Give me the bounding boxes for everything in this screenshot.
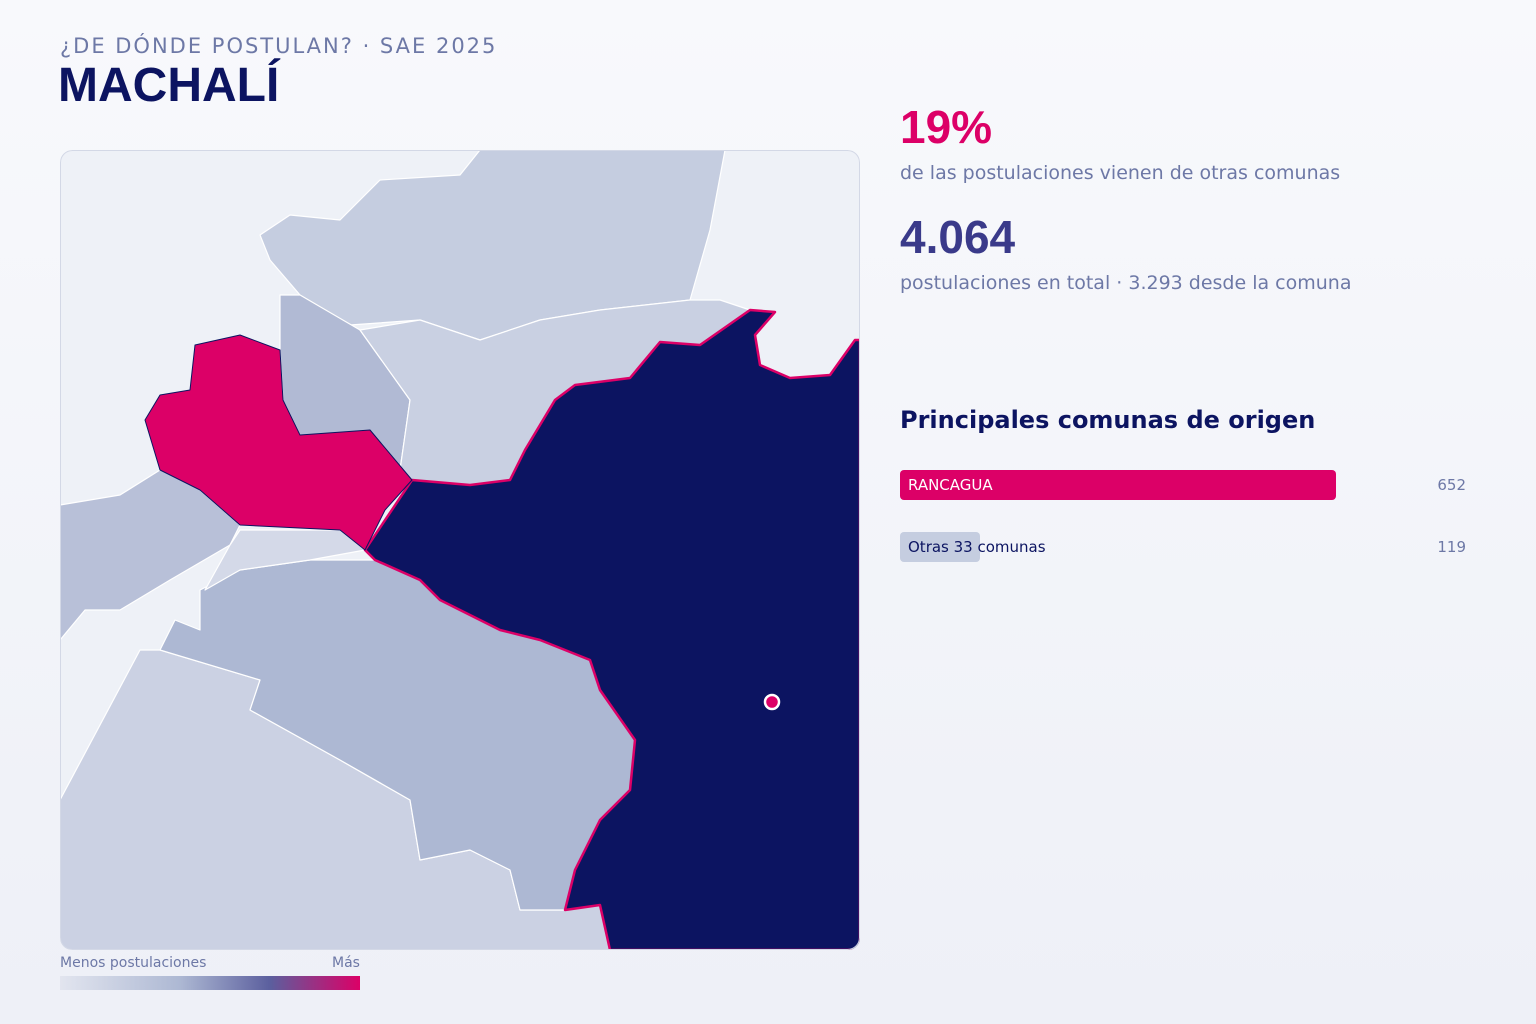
stat-value: 19% [900, 101, 993, 153]
origins-title: Principales comunas de origen [900, 406, 1316, 434]
stat-value: 4.064 [900, 211, 1016, 263]
origin-value: 119 [1437, 538, 1466, 556]
origin-name: RANCAGUA [908, 476, 993, 494]
kicker: ¿DE DÓNDE POSTULAN? · SAE 2025 [60, 34, 498, 58]
legend-gradient [60, 976, 360, 990]
stat-label: de las postulaciones vienen de otras com… [900, 162, 1341, 184]
map [60, 150, 860, 950]
legend-low: Menos postulaciones [60, 955, 207, 971]
origin-row: Otras 33 comunas 119 [900, 532, 1466, 562]
bar [900, 470, 1336, 500]
origin-row: RANCAGUA 652 [900, 470, 1466, 500]
origin-value: 652 [1437, 476, 1466, 494]
bar [900, 532, 980, 562]
title: MACHALÍ [58, 59, 280, 112]
stat-label: postulaciones en total · 3.293 desde la … [900, 272, 1352, 294]
legend-high: Más [332, 955, 360, 971]
location-marker [763, 693, 781, 711]
origin-name: Otras 33 comunas [908, 538, 1046, 556]
